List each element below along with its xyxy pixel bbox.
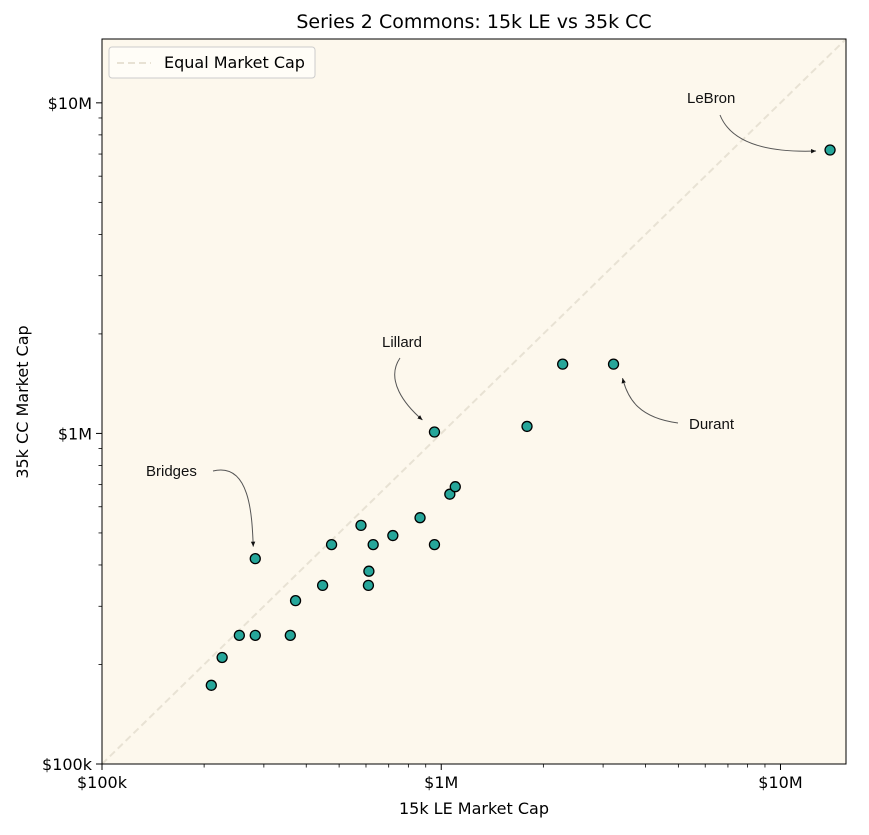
data-point: [414, 512, 426, 524]
annotation-arrow: [621, 378, 679, 424]
annotation-label: LeBron: [687, 90, 735, 107]
data-point: [325, 538, 338, 551]
annotation-label: Lillard: [382, 334, 422, 351]
data-point: [428, 426, 441, 438]
y-axis-label: 35k CC Market Cap: [13, 325, 32, 478]
data-point: [289, 594, 302, 607]
data-point: [607, 358, 620, 370]
data-point: [444, 488, 456, 500]
data-point: [355, 519, 367, 532]
data-point: [824, 144, 836, 156]
reference-line-layer: [101, 38, 847, 765]
x-tick-label: $1M: [424, 773, 458, 792]
data-point: [216, 651, 228, 664]
legend: Equal Market Cap: [108, 46, 316, 79]
plot-frame: [101, 38, 847, 765]
data-point: [557, 358, 569, 370]
data-point: [367, 538, 379, 551]
data-point: [449, 481, 461, 493]
chart-title: Series 2 Commons: 15k LE vs 35k CC: [296, 11, 651, 33]
data-point: [205, 679, 217, 691]
data-point: [233, 629, 245, 642]
x-tick-label: $10M: [758, 773, 802, 792]
annotation-arrow: [212, 469, 256, 547]
data-point: [249, 553, 261, 565]
legend-label: Equal Market Cap: [164, 53, 305, 72]
annotation-label: Durant: [689, 416, 735, 433]
y-tick-label: $100k: [42, 755, 93, 774]
data-point: [428, 538, 441, 551]
annotation-layer: LeBron Lillard Durant Bridges: [146, 90, 817, 547]
data-point: [284, 629, 296, 642]
x-tick-label: $100k: [77, 773, 128, 792]
data-point: [363, 565, 375, 577]
y-tick-label: $10M: [48, 94, 92, 113]
data-point: [387, 529, 399, 542]
annotation-arrow: [719, 114, 817, 154]
data-point: [249, 629, 261, 642]
points-layer: [205, 144, 836, 691]
y-tick-label: $1M: [58, 424, 92, 443]
ticks-layer: $100k $1M $10M $100k $1M $10M: [42, 94, 803, 792]
legend-box: [108, 46, 316, 79]
x-axis-label: 15k LE Market Cap: [399, 799, 549, 818]
data-point: [316, 579, 329, 592]
equal-market-cap-line: [101, 38, 847, 765]
annotation-arrow: [394, 357, 423, 421]
data-point: [521, 420, 533, 433]
data-point: [362, 579, 375, 592]
annotation-label: Bridges: [146, 463, 197, 480]
